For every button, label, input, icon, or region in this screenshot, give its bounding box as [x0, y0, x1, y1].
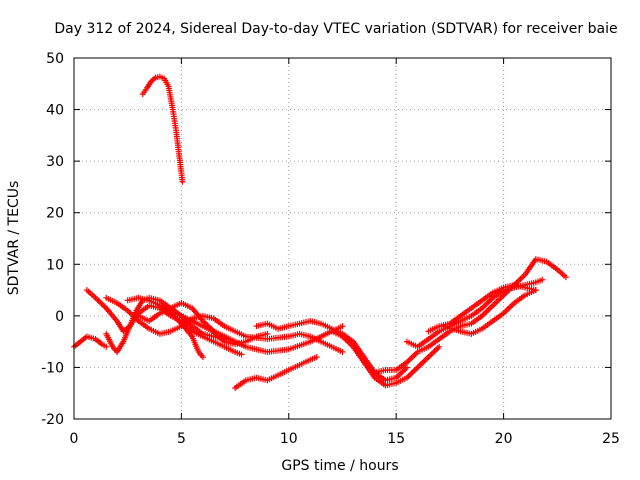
- x-tick-label: 20: [495, 431, 513, 447]
- y-axis-label: SDTVAR / TECUs: [6, 181, 22, 296]
- y-tick-label: 10: [46, 257, 64, 273]
- data-point: [264, 330, 271, 337]
- data-point: [532, 287, 539, 294]
- series-arc-h: [232, 354, 320, 392]
- x-tick-label: 5: [177, 431, 186, 447]
- grid: [74, 58, 611, 419]
- x-tick-label: 0: [70, 431, 79, 447]
- plot-frame: [73, 57, 612, 420]
- data-point: [199, 354, 206, 361]
- data-point: [179, 178, 186, 185]
- x-tick-label: 15: [387, 431, 405, 447]
- data-point: [436, 343, 443, 350]
- data-points: [71, 73, 569, 392]
- x-tick-label: 10: [280, 431, 298, 447]
- y-tick-label: -20: [41, 412, 64, 428]
- y-tick-label: 0: [55, 309, 64, 325]
- series-arc-high: [139, 73, 186, 185]
- y-tick-label: 40: [46, 103, 64, 119]
- data-point: [339, 348, 346, 355]
- data-point: [313, 354, 320, 361]
- y-tick-label: 20: [46, 206, 64, 222]
- chart-title: Day 312 of 2024, Sidereal Day-to-day VTE…: [54, 21, 617, 37]
- y-tick-label: 50: [46, 51, 64, 67]
- series-arc-a: [71, 333, 110, 350]
- series-arc-j: [328, 328, 443, 389]
- y-tick-label: -10: [41, 360, 64, 376]
- axis-ticks: 0 5 10 15 20 25 -20 -10 0 10 20 30 40 50: [41, 51, 620, 447]
- data-point: [103, 343, 110, 350]
- data-point: [562, 274, 569, 281]
- series-arc-g: [156, 302, 346, 355]
- x-tick-label: 25: [602, 431, 620, 447]
- series-arc-c: [103, 294, 228, 355]
- x-axis-label: GPS time / hours: [281, 458, 398, 474]
- y-tick-label: 30: [46, 154, 64, 170]
- data-point: [403, 364, 410, 371]
- series-arc-n: [440, 287, 539, 337]
- series-arc-k: [371, 256, 569, 376]
- series-arc-l: [403, 276, 546, 350]
- data-point: [339, 323, 346, 330]
- data-point: [238, 351, 245, 358]
- data-point: [539, 276, 546, 283]
